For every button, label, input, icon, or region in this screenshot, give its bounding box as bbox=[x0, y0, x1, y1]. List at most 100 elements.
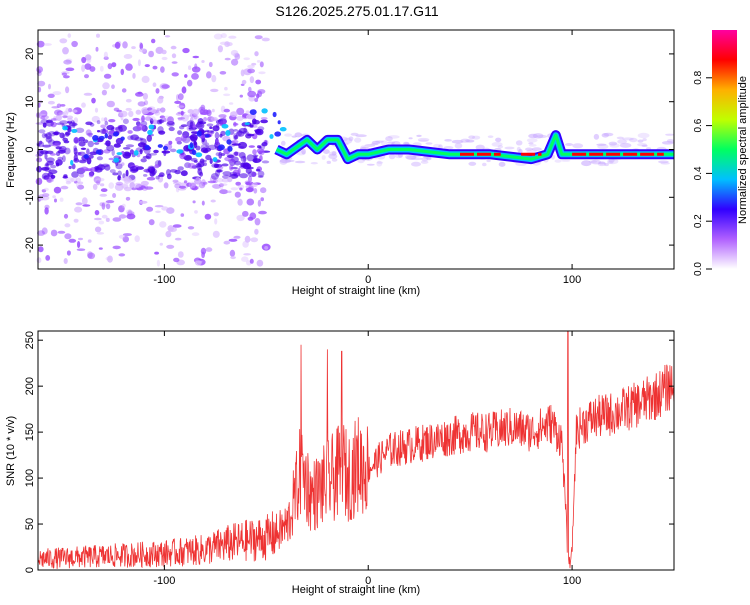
spectrogram-energy-blob bbox=[63, 75, 70, 79]
spectrogram-energy-blob bbox=[254, 51, 259, 57]
spectrogram-halo-blob bbox=[515, 140, 523, 146]
spectrogram-energy-blob bbox=[194, 63, 198, 70]
spectrogram-energy-blob bbox=[77, 184, 85, 190]
spectrogram-energy-blob bbox=[78, 141, 86, 147]
spectrogram-halo-blob bbox=[666, 139, 675, 143]
spectrogram-energy-blob bbox=[192, 55, 200, 59]
spectrogram-energy-blob bbox=[174, 237, 182, 241]
spectrogram-energy-blob bbox=[65, 180, 71, 185]
spectrogram-energy-blob bbox=[63, 59, 72, 65]
spectrogram-peak-spot bbox=[249, 109, 257, 115]
spectrogram-energy-blob bbox=[187, 109, 194, 114]
spectrogram-energy-blob bbox=[36, 257, 42, 264]
spectrogram-energy-blob bbox=[125, 196, 131, 201]
spectrogram-energy-blob bbox=[81, 102, 86, 108]
spectrogram-energy-blob bbox=[171, 61, 178, 64]
spectrogram-peak-spot bbox=[204, 134, 210, 138]
spectrogram-energy-blob bbox=[68, 238, 77, 243]
spectrogram-energy-blob bbox=[260, 187, 267, 194]
spectrogram-halo-blob bbox=[528, 142, 534, 145]
spectrogram-energy-blob bbox=[226, 42, 233, 47]
spectrogram-energy-blob bbox=[180, 213, 185, 217]
spectrogram-energy-blob bbox=[55, 162, 60, 167]
spectrogram-energy-blob bbox=[75, 202, 83, 206]
spectrogram-energy-blob bbox=[118, 234, 126, 239]
spectrogram-energy-blob bbox=[154, 205, 164, 208]
colorbar-gradient bbox=[712, 30, 737, 269]
spectrogram-halo-blob bbox=[343, 137, 353, 144]
spectrogram-energy-blob bbox=[103, 117, 108, 122]
spectrogram-halo-blob bbox=[642, 138, 647, 142]
spectrogram-energy-blob bbox=[195, 260, 202, 266]
spectrogram-halo-blob bbox=[294, 132, 303, 138]
spectrogram-energy-blob bbox=[52, 91, 62, 96]
spectrogram-energy-blob bbox=[188, 65, 192, 70]
spectrogram-peak-spot bbox=[195, 152, 203, 158]
spectrogram-energy-blob bbox=[43, 187, 49, 191]
spectrogram-energy-blob bbox=[84, 74, 89, 79]
spectrogram-energy-blob bbox=[129, 149, 134, 154]
spectrogram-energy-blob bbox=[61, 72, 68, 76]
spectrogram-energy-blob bbox=[93, 176, 102, 184]
spectrogram-energy-blob bbox=[125, 144, 135, 148]
spectrogram-energy-blob bbox=[148, 219, 155, 226]
spectrogram-peak-spot bbox=[157, 144, 163, 148]
spectrogram-halo-blob bbox=[495, 137, 502, 143]
spectrogram-halo-blob bbox=[660, 162, 670, 165]
spectrogram-energy-blob bbox=[117, 175, 122, 181]
spectrogram-energy-blob bbox=[180, 110, 184, 116]
spectrogram-energy-blob bbox=[62, 115, 68, 119]
spectrogram-halo-blob bbox=[596, 143, 607, 146]
spectrogram-energy-blob bbox=[239, 187, 243, 191]
spectrogram-halo-blob bbox=[387, 135, 400, 139]
spectrogram-energy-blob bbox=[35, 177, 43, 185]
spectrogram-energy-blob bbox=[103, 73, 112, 79]
spectrogram-energy-blob bbox=[245, 185, 249, 189]
spectrogram-energy-blob bbox=[112, 217, 122, 222]
spectrogram-energy-blob bbox=[91, 115, 100, 123]
spectrogram-halo-blob bbox=[328, 153, 338, 159]
spectrogram-energy-blob bbox=[96, 180, 101, 184]
spectrogram-energy-blob bbox=[141, 115, 145, 123]
spectrogram-energy-blob bbox=[228, 102, 234, 105]
spectrogram-energy-blob bbox=[220, 33, 227, 39]
spectrogram-halo-blob bbox=[661, 141, 674, 145]
spectrogram-energy-blob bbox=[45, 120, 54, 127]
spectrogram-energy-blob bbox=[81, 64, 86, 72]
spectrogram-energy-blob bbox=[223, 108, 230, 113]
colorbar-tick-label: 0.8 bbox=[693, 70, 704, 84]
spectrogram-energy-blob bbox=[183, 156, 192, 160]
spectrogram-peak-spot bbox=[269, 134, 274, 139]
spectrogram-energy-blob bbox=[244, 235, 251, 243]
spectrogram-energy-blob bbox=[174, 100, 182, 104]
spectrogram-peak-spot bbox=[212, 157, 218, 162]
spectrogram-energy-blob bbox=[115, 126, 123, 133]
spectrogram-energy-blob bbox=[215, 138, 220, 146]
spectrogram-energy-blob bbox=[161, 206, 169, 211]
spectrogram-energy-blob bbox=[111, 84, 115, 89]
spectrogram-energy-blob bbox=[125, 98, 132, 103]
spectrogram-energy-blob bbox=[86, 157, 92, 165]
spectrogram-halo-blob bbox=[609, 143, 620, 148]
spectrogram-energy-blob bbox=[120, 110, 128, 118]
spectrogram-energy-blob bbox=[138, 48, 147, 53]
spectrogram-peak-spot bbox=[62, 125, 68, 131]
spectrogram-energy-blob bbox=[222, 171, 232, 176]
spectrogram-energy-blob bbox=[152, 65, 158, 70]
spectrogram-energy-blob bbox=[92, 183, 98, 190]
spectrogram-energy-blob bbox=[135, 109, 142, 115]
spectrogram-halo-blob bbox=[468, 161, 477, 166]
spectrogram-energy-blob bbox=[43, 43, 52, 46]
spectrogram-energy-blob bbox=[212, 230, 220, 238]
spectrogram-energy-blob bbox=[230, 187, 239, 191]
spectrogram-halo-blob bbox=[572, 143, 584, 149]
spectrogram-energy-blob bbox=[219, 71, 227, 75]
snr-x-axis-label: Height of straight line (km) bbox=[292, 584, 420, 596]
spectrogram-energy-blob bbox=[257, 126, 265, 131]
spectrogram-energy-blob bbox=[252, 125, 258, 128]
spectrogram-energy-blob bbox=[124, 186, 132, 192]
spectrogram-energy-blob bbox=[251, 62, 257, 66]
spectrogram-energy-blob bbox=[89, 66, 96, 72]
spectrogram-peak-spot bbox=[147, 129, 153, 136]
